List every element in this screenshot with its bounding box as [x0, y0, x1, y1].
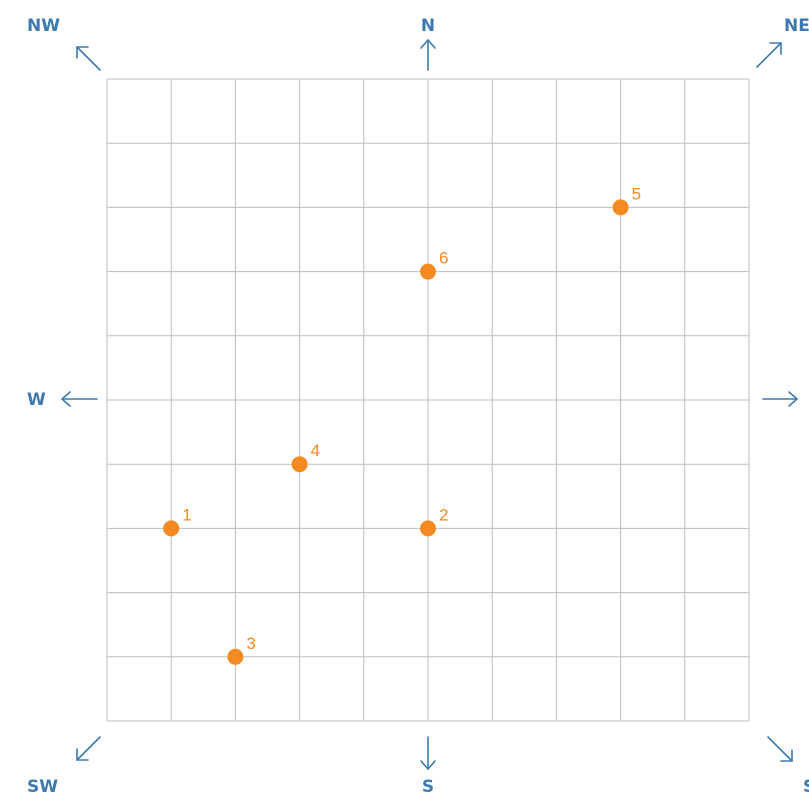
arrow-sw-icon: [76, 736, 101, 761]
arrow-s-icon: [420, 736, 436, 770]
point-marker: [227, 648, 244, 665]
point-label: 6: [439, 249, 448, 268]
label-s: S: [422, 777, 434, 794]
grid: [106, 78, 750, 722]
point-label: 2: [439, 505, 448, 524]
point-label: 5: [632, 184, 641, 203]
arrow-w-icon: [61, 391, 98, 407]
label-se: SE: [803, 777, 809, 794]
point-marker: [420, 263, 436, 280]
label-ne: NE: [784, 16, 809, 36]
point-1: 1: [163, 505, 192, 537]
point-label: 4: [311, 441, 320, 460]
point-6: 6: [420, 249, 448, 280]
point-marker: [291, 456, 308, 473]
point-2: 2: [420, 505, 448, 537]
arrow-ne-icon: [756, 42, 782, 68]
arrow-n-icon: [420, 39, 436, 71]
points: 1 2 3 4 5 6: [163, 184, 641, 665]
label-sw: SW: [27, 777, 58, 794]
arrow-se-icon: [767, 736, 793, 762]
point-4: 4: [291, 441, 320, 473]
label-nw: NW: [27, 16, 60, 36]
point-label: 3: [246, 634, 255, 653]
point-label: 1: [182, 505, 191, 524]
point-marker: [163, 520, 180, 537]
point-marker: [612, 199, 629, 216]
point-3: 3: [227, 634, 256, 665]
point-5: 5: [612, 184, 641, 216]
label-w: W: [27, 390, 46, 410]
arrow-e-icon: [762, 391, 798, 407]
label-n: N: [421, 16, 435, 36]
arrow-nw-icon: [76, 46, 101, 71]
point-marker: [420, 520, 436, 537]
